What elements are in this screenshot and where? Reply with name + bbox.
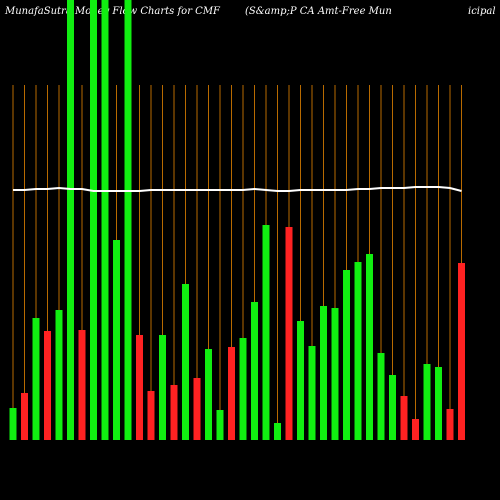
bar [55,310,63,440]
bar [205,349,212,440]
bar [147,391,155,440]
bar [458,263,465,440]
bar [297,321,304,440]
bar [377,353,385,440]
chart-subtitle: (S&amp;P CA Amt-Free Mun [245,6,392,17]
bar [285,227,293,440]
bar [182,284,189,440]
bar [32,318,40,440]
bar [113,240,120,440]
bar [136,335,143,440]
bar [216,410,224,440]
bar [193,378,201,440]
bar [366,254,373,440]
bar [343,270,350,440]
bar [446,409,454,440]
price-line [13,186,462,192]
bar [44,331,51,440]
bar [9,408,17,440]
bar [159,335,166,440]
bar [124,0,132,440]
bar [90,0,97,440]
bar [435,367,442,440]
bar [400,396,408,440]
chart-title: MunafaSutra Money Flow Charts for CMF [4,6,221,17]
bar [101,0,109,440]
bar [412,419,419,440]
chart-subtitle-end: icipal [468,6,496,17]
bar [274,423,281,440]
bar [67,0,74,440]
bar [423,364,431,440]
bar [262,225,270,440]
bar [354,262,362,440]
bar [21,393,28,440]
bar [389,375,396,440]
bar [251,302,258,440]
bar [228,347,235,440]
bar [78,330,86,440]
bar [170,385,178,440]
bar [331,308,339,440]
bar [320,306,327,440]
bar [308,346,316,440]
bar [239,338,247,440]
